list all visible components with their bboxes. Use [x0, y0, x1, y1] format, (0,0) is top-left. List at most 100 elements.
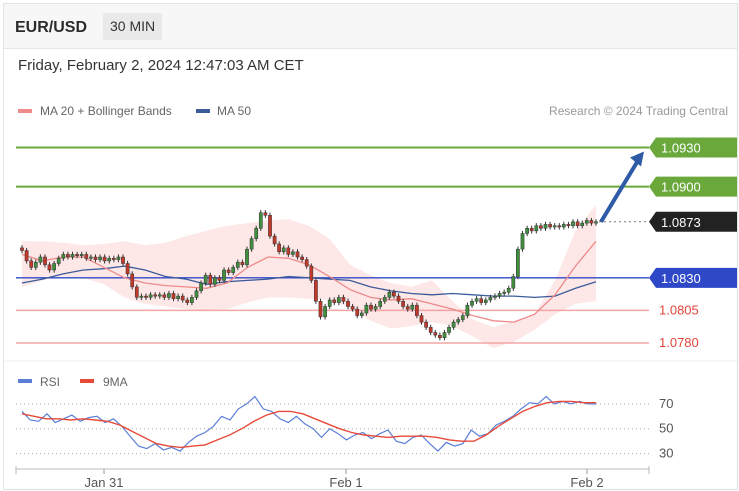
candle-body: [24, 250, 29, 262]
level-tag-1.0830: [649, 267, 737, 288]
candle-body: [392, 291, 396, 297]
candle-body: [323, 306, 327, 318]
candle-body: [226, 269, 231, 273]
candle-body: [134, 286, 139, 298]
chart-header: EUR/USD 30 MIN: [4, 4, 737, 49]
candle-body: [369, 304, 373, 310]
candle-body: [235, 261, 240, 268]
candle-body: [148, 294, 153, 298]
x-tick-label-0: Jan 31: [84, 475, 123, 489]
candle-body: [470, 301, 474, 306]
candle-body: [75, 254, 79, 256]
candle-body: [213, 277, 217, 285]
candle-body: [456, 319, 461, 323]
candle-body: [424, 321, 428, 328]
candle-body: [180, 295, 185, 301]
candle-body: [575, 221, 580, 226]
candle-body: [488, 297, 493, 301]
candle-body: [355, 308, 360, 316]
rsi-tick-70: 70: [659, 396, 673, 411]
candle-body: [525, 228, 529, 234]
level-label-1.0930: 1.0930: [661, 141, 701, 156]
chart-datetime: Friday, February 2, 2024 12:47:03 AM CET: [18, 57, 304, 74]
candle-body: [222, 269, 226, 281]
candle-body: [561, 224, 566, 228]
candle-body: [428, 327, 433, 333]
candle-body: [387, 291, 392, 298]
candle-body: [318, 301, 323, 318]
level-label-1.0780: 1.0780: [659, 335, 699, 350]
candle-body: [231, 267, 236, 273]
candle-body: [350, 306, 355, 310]
candle-body: [506, 288, 511, 293]
candle-body: [153, 294, 158, 297]
candle-body: [111, 258, 116, 260]
level-tag-1.0900: [649, 176, 737, 197]
bollinger-band-area: [22, 204, 596, 349]
interval-badge[interactable]: 30 MIN: [103, 13, 163, 40]
candle-body: [304, 259, 309, 267]
legend-ma50-label: MA 50: [217, 104, 251, 118]
candle-body: [465, 304, 470, 316]
candle-body: [125, 263, 130, 275]
candle-body: [447, 327, 451, 333]
candle-body: [263, 212, 268, 216]
candle-body: [93, 256, 98, 260]
candle-body: [584, 220, 589, 224]
level-tag-1.0930: [649, 137, 737, 158]
candle-body: [245, 248, 249, 266]
candle-body: [89, 256, 93, 259]
candle-body: [47, 264, 52, 271]
candle-body: [286, 247, 291, 255]
level-label-1.0873: 1.0873: [661, 215, 701, 230]
legend-rsi-ma-swatch: [80, 379, 94, 383]
chart-widget: EUR/USD 30 MIN Friday, February 2, 2024 …: [3, 3, 738, 490]
candle-body: [291, 251, 295, 255]
level-label-1.0830: 1.0830: [661, 271, 701, 286]
candle-body: [396, 295, 401, 302]
x-tick-label-1: Feb 1: [329, 475, 362, 489]
candle-body: [543, 224, 548, 229]
candle-body: [341, 297, 346, 302]
candle-body: [493, 295, 497, 298]
level-tag-1.0873: [649, 211, 737, 232]
candle-body: [566, 224, 571, 226]
candle-body: [589, 220, 594, 224]
candle-body: [314, 280, 318, 302]
candle-body: [84, 254, 89, 259]
candle-body: [240, 261, 245, 266]
candle-body: [419, 315, 424, 323]
level-label-1.0900: 1.0900: [661, 180, 701, 195]
candle-body: [116, 256, 121, 260]
candle-body: [300, 256, 304, 260]
candle-body: [415, 304, 419, 316]
candle-body: [295, 251, 300, 258]
candle-body: [258, 212, 263, 229]
candle-body: [190, 297, 194, 303]
candle-body: [580, 222, 585, 226]
rsi-line: [21, 395, 596, 452]
candle-body: [29, 260, 34, 268]
candle-body: [43, 256, 47, 266]
candle-body: [277, 243, 281, 253]
candle-body: [474, 298, 479, 302]
candle-body: [594, 221, 598, 224]
candle-body: [405, 306, 410, 310]
forecast-arrow-head: [630, 151, 644, 167]
candle-body: [557, 225, 562, 228]
ma20-line: [21, 240, 597, 323]
candle-body: [217, 277, 222, 281]
rsi-tick-30: 30: [659, 446, 673, 461]
candle-body: [332, 299, 337, 303]
candle-body: [102, 256, 107, 262]
candle-body: [139, 295, 144, 298]
candle-body: [460, 315, 465, 320]
chart-credit: Research © 2024 Trading Central: [549, 104, 728, 118]
instrument-symbol: EUR/USD: [15, 19, 88, 36]
candle-body: [511, 276, 516, 289]
candle-body: [254, 228, 259, 239]
candle-body: [571, 221, 575, 226]
candle-body: [378, 301, 383, 307]
candle-body: [410, 304, 415, 310]
candle-body: [516, 248, 520, 277]
